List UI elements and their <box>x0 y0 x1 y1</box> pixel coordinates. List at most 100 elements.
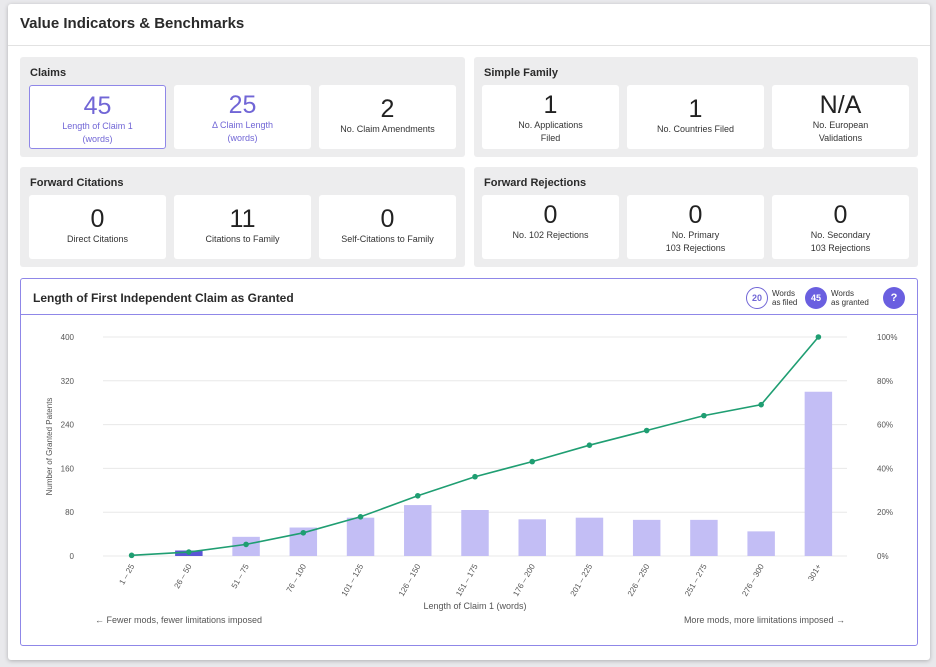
delta-claim-length-label: Δ Claim Length <box>211 120 274 130</box>
x-tick-label: 26 – 50 <box>172 562 193 590</box>
applications-filed-label-2: Filed <box>540 133 561 143</box>
y-tick-label: 400 <box>61 333 75 342</box>
chart-title: Length of First Independent Claim as Gra… <box>33 291 294 305</box>
y-axis-label: Number of Granted Patents <box>45 398 54 496</box>
forward-rejections-panel: Forward Rejections 0 No. 102 Rejections … <box>474 167 918 267</box>
primary-103-rejections-label: No. Primary <box>671 230 720 240</box>
bar <box>747 531 775 556</box>
delta-claim-length-tile[interactable]: 25 Δ Claim Length (words) <box>174 85 311 149</box>
european-validations-label: No. European <box>812 120 869 130</box>
citations-to-family-label: Citations to Family <box>205 234 280 244</box>
words-granted-caption-line-2: as granted <box>831 298 869 307</box>
bar <box>404 505 432 556</box>
bar <box>690 519 718 556</box>
forward-citations-panel-title: Forward Citations <box>30 177 124 189</box>
countries-filed-label: No. Countries Filed <box>656 124 735 134</box>
cumulative-point <box>243 541 249 548</box>
applications-filed-label: No. Applications <box>518 120 583 130</box>
self-citations-value: 0 <box>380 205 395 233</box>
forward-rejections-panel-title: Forward Rejections <box>484 177 587 189</box>
bar <box>632 519 661 556</box>
self-citations-tile[interactable]: 0 Self-Citations to Family <box>319 195 456 259</box>
cumulative-point <box>472 473 478 480</box>
direct-citations-value: 0 <box>90 205 105 233</box>
help-button[interactable]: ? <box>883 287 905 309</box>
bar <box>346 517 375 556</box>
direct-citations-label: Direct Citations <box>66 234 129 244</box>
y2-tick-label: 60% <box>877 421 893 430</box>
words-granted-caption: Words as granted <box>831 289 869 307</box>
y2-tick-label: 20% <box>877 508 893 517</box>
words-granted-caption-line-1: Words <box>831 289 854 298</box>
y2-tick-label: 40% <box>877 464 893 473</box>
primary-103-rejections-tile[interactable]: 0 No. Primary 103 Rejections <box>627 195 764 259</box>
bar <box>575 517 604 556</box>
claim-length-chart: 0 80 160 240 320 400 0% 20% 40% 60% 80% 100% Number … <box>45 333 897 611</box>
secondary-103-rejections-label-2: 103 Rejections <box>810 243 871 253</box>
cumulative-point <box>643 427 650 434</box>
more-mods-note: More mods, more limitations imposed → <box>683 615 845 625</box>
simple-family-panel: Simple Family 1 No. Applications Filed 1… <box>474 57 918 157</box>
x-tick-label: 201 – 225 <box>569 562 595 598</box>
y2-tick-label: 100% <box>877 333 897 342</box>
words-filed-caption-line-2: as filed <box>772 298 798 307</box>
value-indicators-card: Value Indicators & Benchmarks Claims 45 … <box>8 4 930 660</box>
cumulative-point <box>586 442 593 448</box>
x-tick-label: 276 – 300 <box>740 562 766 598</box>
simple-family-panel-title: Simple Family <box>484 67 558 79</box>
x-tick-label: 151 – 175 <box>454 562 480 598</box>
self-citations-label: Self-Citations to Family <box>341 234 434 244</box>
x-tick-label: 226 – 250 <box>626 562 652 598</box>
citations-to-family-tile[interactable]: 11 Citations to Family <box>174 195 311 259</box>
x-tick-label: 76 – 100 <box>285 562 309 594</box>
bar <box>518 519 546 556</box>
european-validations-label-2: Validations <box>818 133 863 143</box>
claim-length-chart-panel: Length of First Independent Claim as Gra… <box>20 278 918 646</box>
applications-filed-tile[interactable]: 1 No. Applications Filed <box>482 85 619 149</box>
rejections-102-value: 0 <box>543 201 558 229</box>
direct-citations-tile[interactable]: 0 Direct Citations <box>29 195 166 259</box>
claims-panel-title: Claims <box>30 67 67 79</box>
title-divider <box>8 45 930 46</box>
citations-to-family-value: 11 <box>229 205 256 233</box>
claim-amendments-label: No. Claim Amendments <box>340 124 435 134</box>
delta-claim-length-value: 25 <box>228 91 257 119</box>
y-tick-label: 240 <box>61 421 75 430</box>
secondary-103-rejections-tile[interactable]: 0 No. Secondary 103 Rejections <box>772 195 909 259</box>
y-tick-label: 320 <box>61 377 75 386</box>
countries-filed-value: 1 <box>688 95 703 123</box>
cumulative-point <box>414 492 421 499</box>
words-filed-caption-line-1: Words <box>772 289 795 298</box>
secondary-103-rejections-value: 0 <box>833 201 848 229</box>
x-tick-label: 101 – 125 <box>340 562 366 598</box>
words-granted-badge: 45 <box>805 287 827 309</box>
secondary-103-rejections-label: No. Secondary <box>810 230 871 240</box>
claim-amendments-value: 2 <box>380 95 395 123</box>
european-validations-value: N/A <box>819 91 862 119</box>
y-tick-label: 0 <box>70 552 75 561</box>
delta-claim-length-unit: (words) <box>227 133 258 143</box>
applications-filed-value: 1 <box>543 91 558 119</box>
x-tick-label: 126 – 150 <box>397 562 423 598</box>
y2-tick-label: 0% <box>877 552 889 561</box>
claims-panel: Claims 45 Length of Claim 1 (words) 25 Δ… <box>20 57 465 157</box>
length-of-claim-1-tile[interactable]: 45 Length of Claim 1 (words) <box>29 85 166 149</box>
cumulative-point <box>186 549 192 555</box>
european-validations-tile[interactable]: N/A No. European Validations <box>772 85 909 149</box>
x-tick-label: 51 – 75 <box>230 562 251 590</box>
y-tick-label: 160 <box>61 464 75 473</box>
bar <box>461 510 489 556</box>
rejections-102-tile[interactable]: 0 No. 102 Rejections <box>482 195 619 259</box>
countries-filed-tile[interactable]: 1 No. Countries Filed <box>627 85 764 149</box>
cumulative-point <box>128 552 135 559</box>
rejections-102-label: No. 102 Rejections <box>512 230 589 240</box>
claim-amendments-tile[interactable]: 2 No. Claim Amendments <box>319 85 456 149</box>
page-title: Value Indicators & Benchmarks <box>20 15 245 32</box>
primary-103-rejections-label-2: 103 Rejections <box>665 243 726 253</box>
cumulative-point <box>300 529 307 536</box>
x-tick-label: 176 – 200 <box>511 562 537 598</box>
length-of-claim-1-value: 45 <box>83 92 112 120</box>
cumulative-point <box>758 401 764 408</box>
length-of-claim-1-label: Length of Claim 1 <box>62 121 133 131</box>
fewer-mods-note: ← Fewer mods, fewer limitations imposed <box>95 615 263 625</box>
